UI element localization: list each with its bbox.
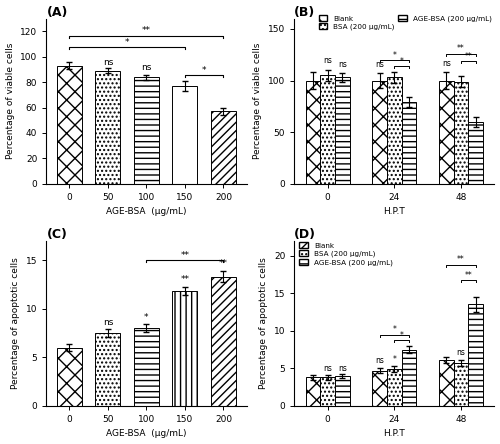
Bar [372,371,387,406]
Text: **: ** [142,26,151,35]
Text: **: ** [219,259,228,268]
Bar [372,80,387,184]
Bar [172,291,198,406]
X-axis label: AGE-BSA  (μg/mL): AGE-BSA (μg/mL) [106,207,186,216]
Bar [439,360,454,406]
Text: (C): (C) [46,228,68,241]
Bar [320,377,335,406]
Bar [211,111,236,184]
Bar [306,80,320,184]
Text: ns: ns [323,364,332,373]
Text: *: * [392,51,396,59]
Text: **: ** [457,44,465,53]
Text: ns: ns [376,60,384,69]
Text: *: * [125,38,130,47]
Bar [439,80,454,184]
Text: **: ** [180,275,190,284]
Y-axis label: Percentage of viable cells: Percentage of viable cells [254,43,262,159]
Text: *: * [400,57,404,66]
Bar [402,349,416,406]
Bar [454,363,468,406]
Bar [211,277,236,406]
Text: ns: ns [142,63,152,72]
Bar [134,328,159,406]
Text: **: ** [457,255,465,265]
Bar [57,348,82,406]
Bar [172,86,198,184]
Text: *: * [400,331,404,340]
Text: *: * [392,355,396,364]
Bar [96,71,120,184]
Text: ns: ns [442,59,451,68]
Text: *: * [202,66,206,75]
Text: ns: ns [456,348,466,357]
Text: ns: ns [103,318,113,327]
Text: **: ** [464,52,472,60]
Bar [57,66,82,184]
Bar [306,377,320,406]
Bar [320,75,335,184]
Legend: Blank, BSA (200 μg/mL), AGE-BSA (200 μg/mL): Blank, BSA (200 μg/mL), AGE-BSA (200 μg/… [298,241,394,267]
Text: ns: ns [376,356,384,365]
X-axis label: H.P.T: H.P.T [384,207,405,216]
Bar [387,369,402,406]
Text: ns: ns [323,56,332,65]
Text: (A): (A) [46,6,68,19]
Text: (D): (D) [294,228,316,241]
Text: ns: ns [338,364,347,373]
Y-axis label: Percentage of viable cells: Percentage of viable cells [6,43,15,159]
Bar [335,77,349,184]
Text: **: ** [180,250,190,260]
Text: (B): (B) [294,6,316,19]
X-axis label: AGE-BSA  (μg/mL): AGE-BSA (μg/mL) [106,429,186,438]
Bar [468,305,483,406]
Text: **: ** [464,270,472,280]
Bar [134,77,159,184]
Bar [335,376,349,406]
Bar [387,77,402,184]
Text: ns: ns [338,60,347,69]
X-axis label: H.P.T: H.P.T [384,429,405,438]
Text: ns: ns [103,58,113,67]
Bar [454,82,468,184]
Bar [96,333,120,406]
Legend: Blank, BSA (200 μg/mL), AGE-BSA (200 μg/mL): Blank, BSA (200 μg/mL), AGE-BSA (200 μg/… [317,14,493,32]
Text: *: * [144,313,148,322]
Bar [402,102,416,184]
Y-axis label: Percentage of apoptotic cells: Percentage of apoptotic cells [259,258,268,389]
Text: *: * [392,325,396,334]
Bar [468,122,483,184]
Y-axis label: Percentage of apoptotic cells: Percentage of apoptotic cells [12,258,20,389]
